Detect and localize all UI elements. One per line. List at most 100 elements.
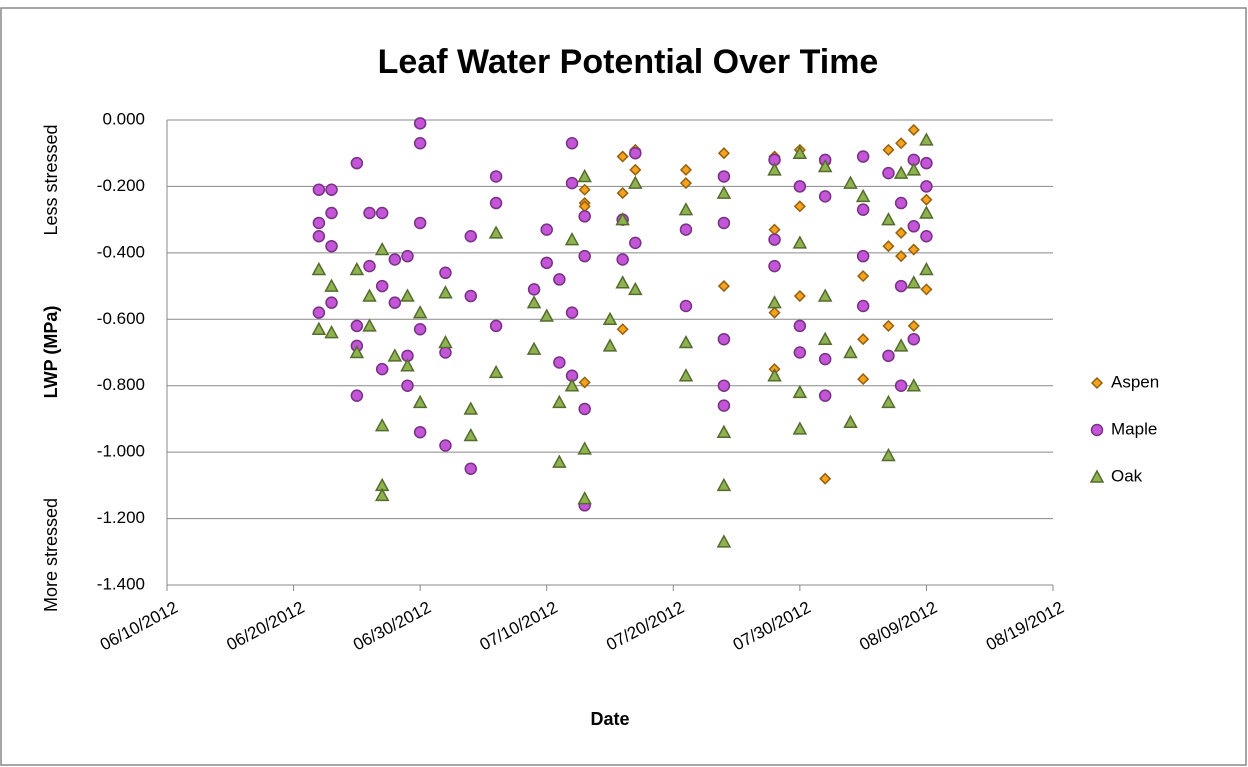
point (325, 183, 338, 196)
point (363, 259, 376, 273)
point (628, 281, 643, 296)
legend-marker (1090, 376, 1104, 390)
point (919, 261, 934, 276)
point (439, 266, 452, 280)
y-axis-title: LWP (MPa) (41, 306, 61, 399)
point (375, 206, 389, 220)
y-tick-label: -1.400 (97, 574, 145, 593)
point (616, 187, 629, 200)
point (920, 156, 933, 170)
point (311, 261, 327, 276)
point (907, 123, 920, 137)
point (489, 319, 503, 333)
point (324, 278, 339, 292)
point (349, 344, 365, 359)
point (552, 454, 567, 468)
point (817, 331, 833, 345)
point (312, 230, 326, 243)
point (578, 402, 591, 416)
point (843, 414, 858, 428)
point (716, 477, 732, 492)
point (856, 249, 870, 263)
point (553, 356, 566, 369)
point (920, 230, 933, 243)
point (413, 323, 427, 336)
point (907, 220, 921, 233)
point (615, 212, 630, 226)
point (413, 216, 427, 230)
point (577, 491, 592, 505)
point (857, 333, 870, 346)
point (882, 166, 895, 180)
point (350, 156, 364, 170)
point (856, 299, 870, 313)
point (717, 332, 731, 346)
point (388, 253, 402, 266)
point (489, 196, 503, 210)
point (565, 176, 579, 190)
point (895, 137, 908, 150)
point (578, 210, 591, 223)
point (817, 288, 833, 302)
y-tick-label: -0.200 (97, 176, 145, 195)
point (374, 418, 390, 432)
point (882, 143, 895, 156)
point (413, 117, 427, 130)
point (793, 180, 807, 193)
point (412, 305, 428, 319)
point (856, 150, 870, 163)
legend-label: Oak (1111, 466, 1143, 485)
point (578, 249, 591, 263)
point (895, 226, 908, 239)
point (895, 250, 908, 263)
point (489, 170, 503, 183)
point (438, 285, 453, 299)
point (894, 196, 908, 210)
point (894, 279, 908, 293)
point (362, 318, 377, 332)
point (767, 368, 782, 382)
point (629, 163, 642, 176)
point (350, 389, 364, 402)
point (629, 236, 642, 250)
point (919, 205, 934, 219)
point (678, 202, 694, 216)
point (565, 306, 579, 319)
point (907, 243, 920, 256)
y-tick-label: -0.800 (97, 375, 145, 394)
point (400, 358, 415, 372)
point (629, 146, 642, 160)
point (463, 427, 479, 442)
point (325, 206, 338, 220)
point (564, 232, 580, 246)
point (907, 319, 920, 332)
point (717, 280, 730, 293)
point (540, 223, 553, 236)
point (488, 364, 504, 379)
point (577, 441, 592, 455)
point (893, 165, 909, 179)
point (881, 447, 896, 462)
point (324, 325, 339, 339)
point (881, 394, 896, 409)
point (439, 346, 452, 359)
point (857, 373, 870, 386)
x-axis-title: Date (590, 709, 629, 729)
point (311, 321, 327, 335)
y-tick-label: -0.600 (97, 309, 145, 328)
chart-title: Leaf Water Potential Over Time (378, 43, 879, 81)
point (793, 346, 807, 359)
point (526, 295, 542, 309)
point (388, 296, 402, 309)
point (616, 323, 629, 336)
point (578, 183, 591, 196)
point (363, 206, 376, 220)
point (818, 352, 832, 366)
point (882, 349, 895, 363)
point (312, 216, 326, 230)
point (401, 379, 414, 392)
point (793, 289, 806, 303)
point (856, 203, 870, 216)
point (488, 225, 504, 239)
